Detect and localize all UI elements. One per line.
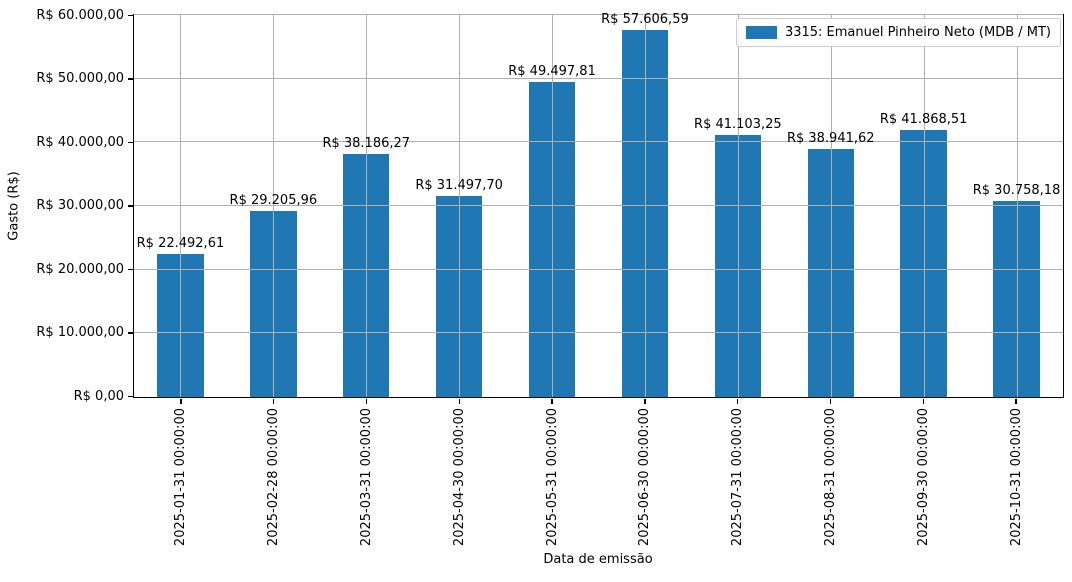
x-gridline (923, 15, 925, 397)
bar-value-label: R$ 38.186,27 (322, 135, 411, 151)
y-gridline (134, 268, 1063, 270)
x-gridline (180, 15, 182, 397)
y-tick-mark (128, 141, 133, 144)
x-axis-label: Data de emissão (543, 552, 653, 567)
bar-value-label: R$ 31.497,70 (415, 178, 503, 194)
x-tick-mark (922, 399, 925, 404)
x-tick-mark (180, 399, 182, 404)
bar (343, 153, 390, 397)
x-tick-mark (551, 399, 553, 404)
x-tick-label: 2025-02-28 00:00:00 (266, 408, 282, 547)
bar (993, 201, 1040, 397)
y-tick-mark (128, 395, 133, 398)
x-tick-label: 2025-10-31 00:00:00 (1008, 408, 1024, 547)
bar-value-label: R$ 49.497,81 (508, 63, 596, 79)
x-tick-label: 2025-03-31 00:00:00 (359, 408, 374, 547)
y-gridline (134, 141, 1063, 143)
bar (714, 135, 762, 397)
x-tick-mark (736, 399, 739, 404)
legend: 3315: Emanuel Pinheiro Neto (MDB / MT) (735, 18, 1061, 47)
x-tick-label: 2025-07-31 00:00:00 (730, 408, 746, 547)
y-tick-mark (128, 332, 133, 334)
legend-label: 3315: Emanuel Pinheiro Neto (MDB / MT) (784, 25, 1051, 40)
x-tick-label: 2025-04-30 00:00:00 (451, 408, 467, 547)
x-gridline (644, 15, 646, 397)
bar (528, 81, 576, 397)
plot-area: 3315: Emanuel Pinheiro Neto (MDB / MT) R… (133, 12, 1064, 398)
y-gridline (134, 77, 1063, 79)
y-tick-mark (128, 205, 133, 207)
y-tick-label: R$ 10.000,00 (36, 325, 124, 340)
y-tick-mark (128, 268, 133, 271)
x-tick-mark (829, 399, 832, 404)
x-tick-label: 2025-06-30 00:00:00 (637, 408, 653, 547)
bar-value-label: R$ 38.941,62 (786, 131, 875, 147)
x-tick-mark (272, 399, 275, 404)
bar-value-label: R$ 22.492,61 (136, 235, 225, 251)
legend-swatch (745, 26, 777, 39)
bar-value-label: R$ 29.205,96 (229, 193, 318, 209)
x-tick-label: 2025-01-31 00:00:00 (173, 408, 189, 547)
bar-value-label: R$ 41.103,25 (694, 117, 782, 133)
y-tick-label: R$ 30.000,00 (36, 198, 124, 213)
bar (435, 196, 483, 397)
x-gridline (552, 15, 554, 397)
bar (250, 211, 297, 397)
x-gridline (366, 15, 368, 397)
x-tick-mark (365, 399, 368, 404)
bar-value-label: R$ 57.606,59 (601, 12, 689, 28)
y-tick-mark (128, 14, 133, 17)
y-tick-label: R$ 20.000,00 (36, 261, 124, 277)
x-gridline (1016, 15, 1018, 397)
x-gridline (737, 15, 739, 397)
x-tick-mark (644, 399, 646, 404)
x-tick-mark (1015, 399, 1017, 404)
y-gridline (134, 332, 1063, 334)
y-gridline (134, 14, 1063, 15)
bar (807, 149, 854, 397)
x-tick-label: 2025-09-30 00:00:00 (915, 408, 931, 547)
y-tick-label: R$ 0,00 (73, 388, 124, 404)
x-gridline (459, 15, 461, 397)
x-gridline (273, 15, 275, 397)
bar (900, 130, 947, 397)
x-tick-mark (458, 399, 461, 404)
bar-value-label: R$ 41.868,51 (879, 112, 968, 128)
y-tick-label: R$ 40.000,00 (36, 134, 124, 150)
bar-value-label: R$ 30.758,18 (972, 183, 1061, 199)
y-tick-label: R$ 60.000,00 (36, 7, 124, 23)
x-tick-label: 2025-05-31 00:00:00 (544, 408, 560, 547)
y-tick-label: R$ 50.000,00 (36, 71, 124, 86)
x-gridline (830, 15, 832, 397)
x-tick-label: 2025-08-31 00:00:00 (823, 408, 838, 547)
y-gridline (134, 205, 1063, 206)
y-tick-mark (128, 78, 133, 80)
